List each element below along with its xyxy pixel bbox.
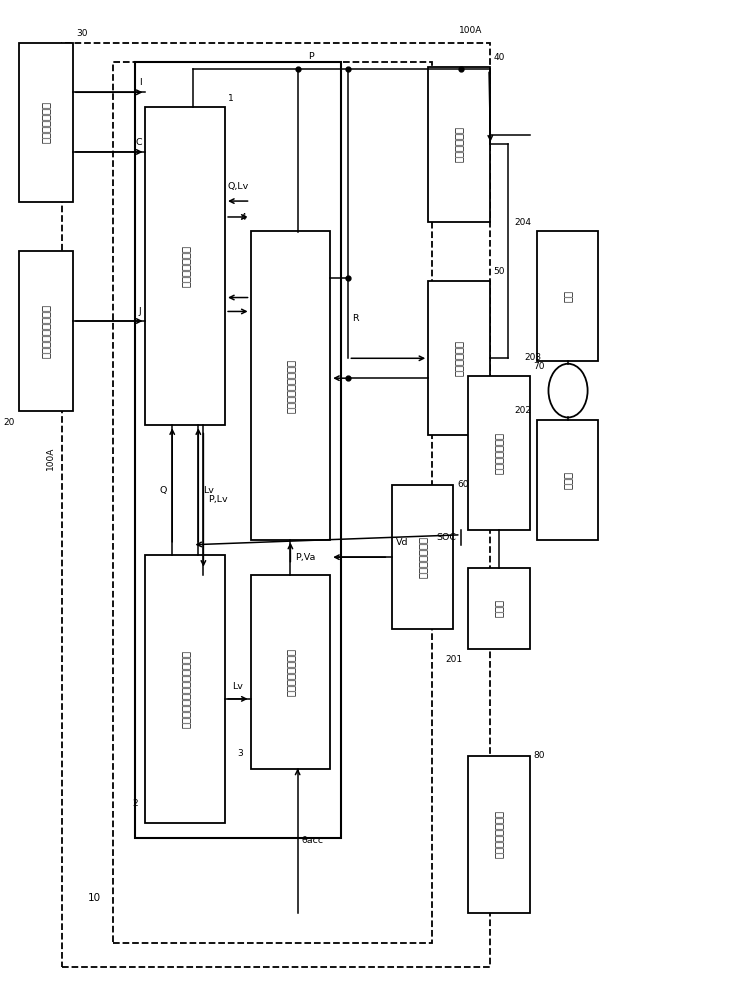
Bar: [62, 43, 490, 967]
Text: P,Va: P,Va: [295, 553, 315, 562]
Text: I: I: [139, 78, 142, 87]
Text: 车速传感器装置: 车速传感器装置: [418, 536, 428, 578]
Text: θacc: θacc: [302, 836, 324, 845]
Bar: [146, 107, 225, 425]
Text: Q: Q: [159, 486, 166, 495]
Text: 203: 203: [524, 353, 541, 362]
Bar: [251, 575, 330, 768]
Text: 202: 202: [514, 406, 531, 415]
Text: P: P: [308, 52, 314, 61]
Text: 非易失信息积儲部: 非易失信息积儲部: [285, 648, 296, 696]
Text: 行驶控制装置: 行驶控制装置: [454, 126, 464, 162]
Text: C: C: [135, 138, 142, 147]
Bar: [113, 62, 432, 943]
Text: 20: 20: [4, 418, 15, 427]
Text: 30: 30: [77, 29, 88, 38]
Text: 电动机: 电动机: [562, 471, 573, 489]
Text: 4: 4: [240, 213, 246, 222]
Text: 驾驶支援信息输出部: 驾驶支援信息输出部: [285, 359, 296, 413]
Bar: [392, 485, 454, 629]
Text: 加语器传感器装置: 加语器传感器装置: [494, 810, 504, 858]
Text: 10: 10: [88, 893, 101, 903]
Text: 70: 70: [534, 362, 545, 371]
Text: 60: 60: [457, 480, 469, 489]
Bar: [537, 231, 599, 361]
Text: SOC: SOC: [437, 533, 457, 542]
Bar: [468, 568, 530, 649]
Bar: [18, 43, 73, 202]
Text: R: R: [352, 314, 358, 323]
Text: 50: 50: [494, 267, 505, 276]
Text: 引擎: 引擎: [562, 290, 573, 302]
Text: 2: 2: [132, 799, 138, 808]
Text: J: J: [139, 307, 142, 316]
Bar: [428, 67, 490, 222]
Text: Vd: Vd: [395, 538, 408, 547]
Bar: [18, 251, 73, 410]
Text: 1: 1: [228, 94, 234, 103]
Text: 电池传感器装置: 电池传感器装置: [494, 432, 504, 474]
Text: Q,Lv: Q,Lv: [227, 182, 248, 191]
Text: 80: 80: [534, 751, 545, 760]
Bar: [428, 281, 490, 435]
Text: 信息提供装置: 信息提供装置: [454, 340, 464, 376]
Text: 100A: 100A: [46, 447, 55, 470]
Text: 100A: 100A: [459, 26, 483, 35]
Bar: [251, 231, 330, 540]
Text: 当前位置传感器装置: 当前位置传感器装置: [41, 304, 51, 358]
Bar: [537, 420, 599, 540]
Text: Lv: Lv: [232, 682, 243, 691]
Text: Lv: Lv: [202, 486, 214, 495]
Text: 201: 201: [445, 655, 462, 664]
Text: 40: 40: [494, 53, 505, 62]
Text: 204: 204: [514, 218, 531, 227]
Text: P,Lv: P,Lv: [208, 495, 228, 504]
Bar: [134, 62, 341, 838]
Bar: [468, 756, 530, 913]
Text: 方位传感器装置: 方位传感器装置: [41, 101, 51, 143]
Bar: [146, 555, 225, 823]
Text: 3: 3: [237, 749, 243, 758]
Text: 区间有效道路斜坡信息积儲部: 区间有效道路斜坡信息积儲部: [180, 650, 190, 728]
Text: 蓄电池: 蓄电池: [494, 599, 504, 617]
Bar: [468, 376, 530, 530]
Text: 行驶控制计划部: 行驶控制计划部: [180, 245, 190, 287]
